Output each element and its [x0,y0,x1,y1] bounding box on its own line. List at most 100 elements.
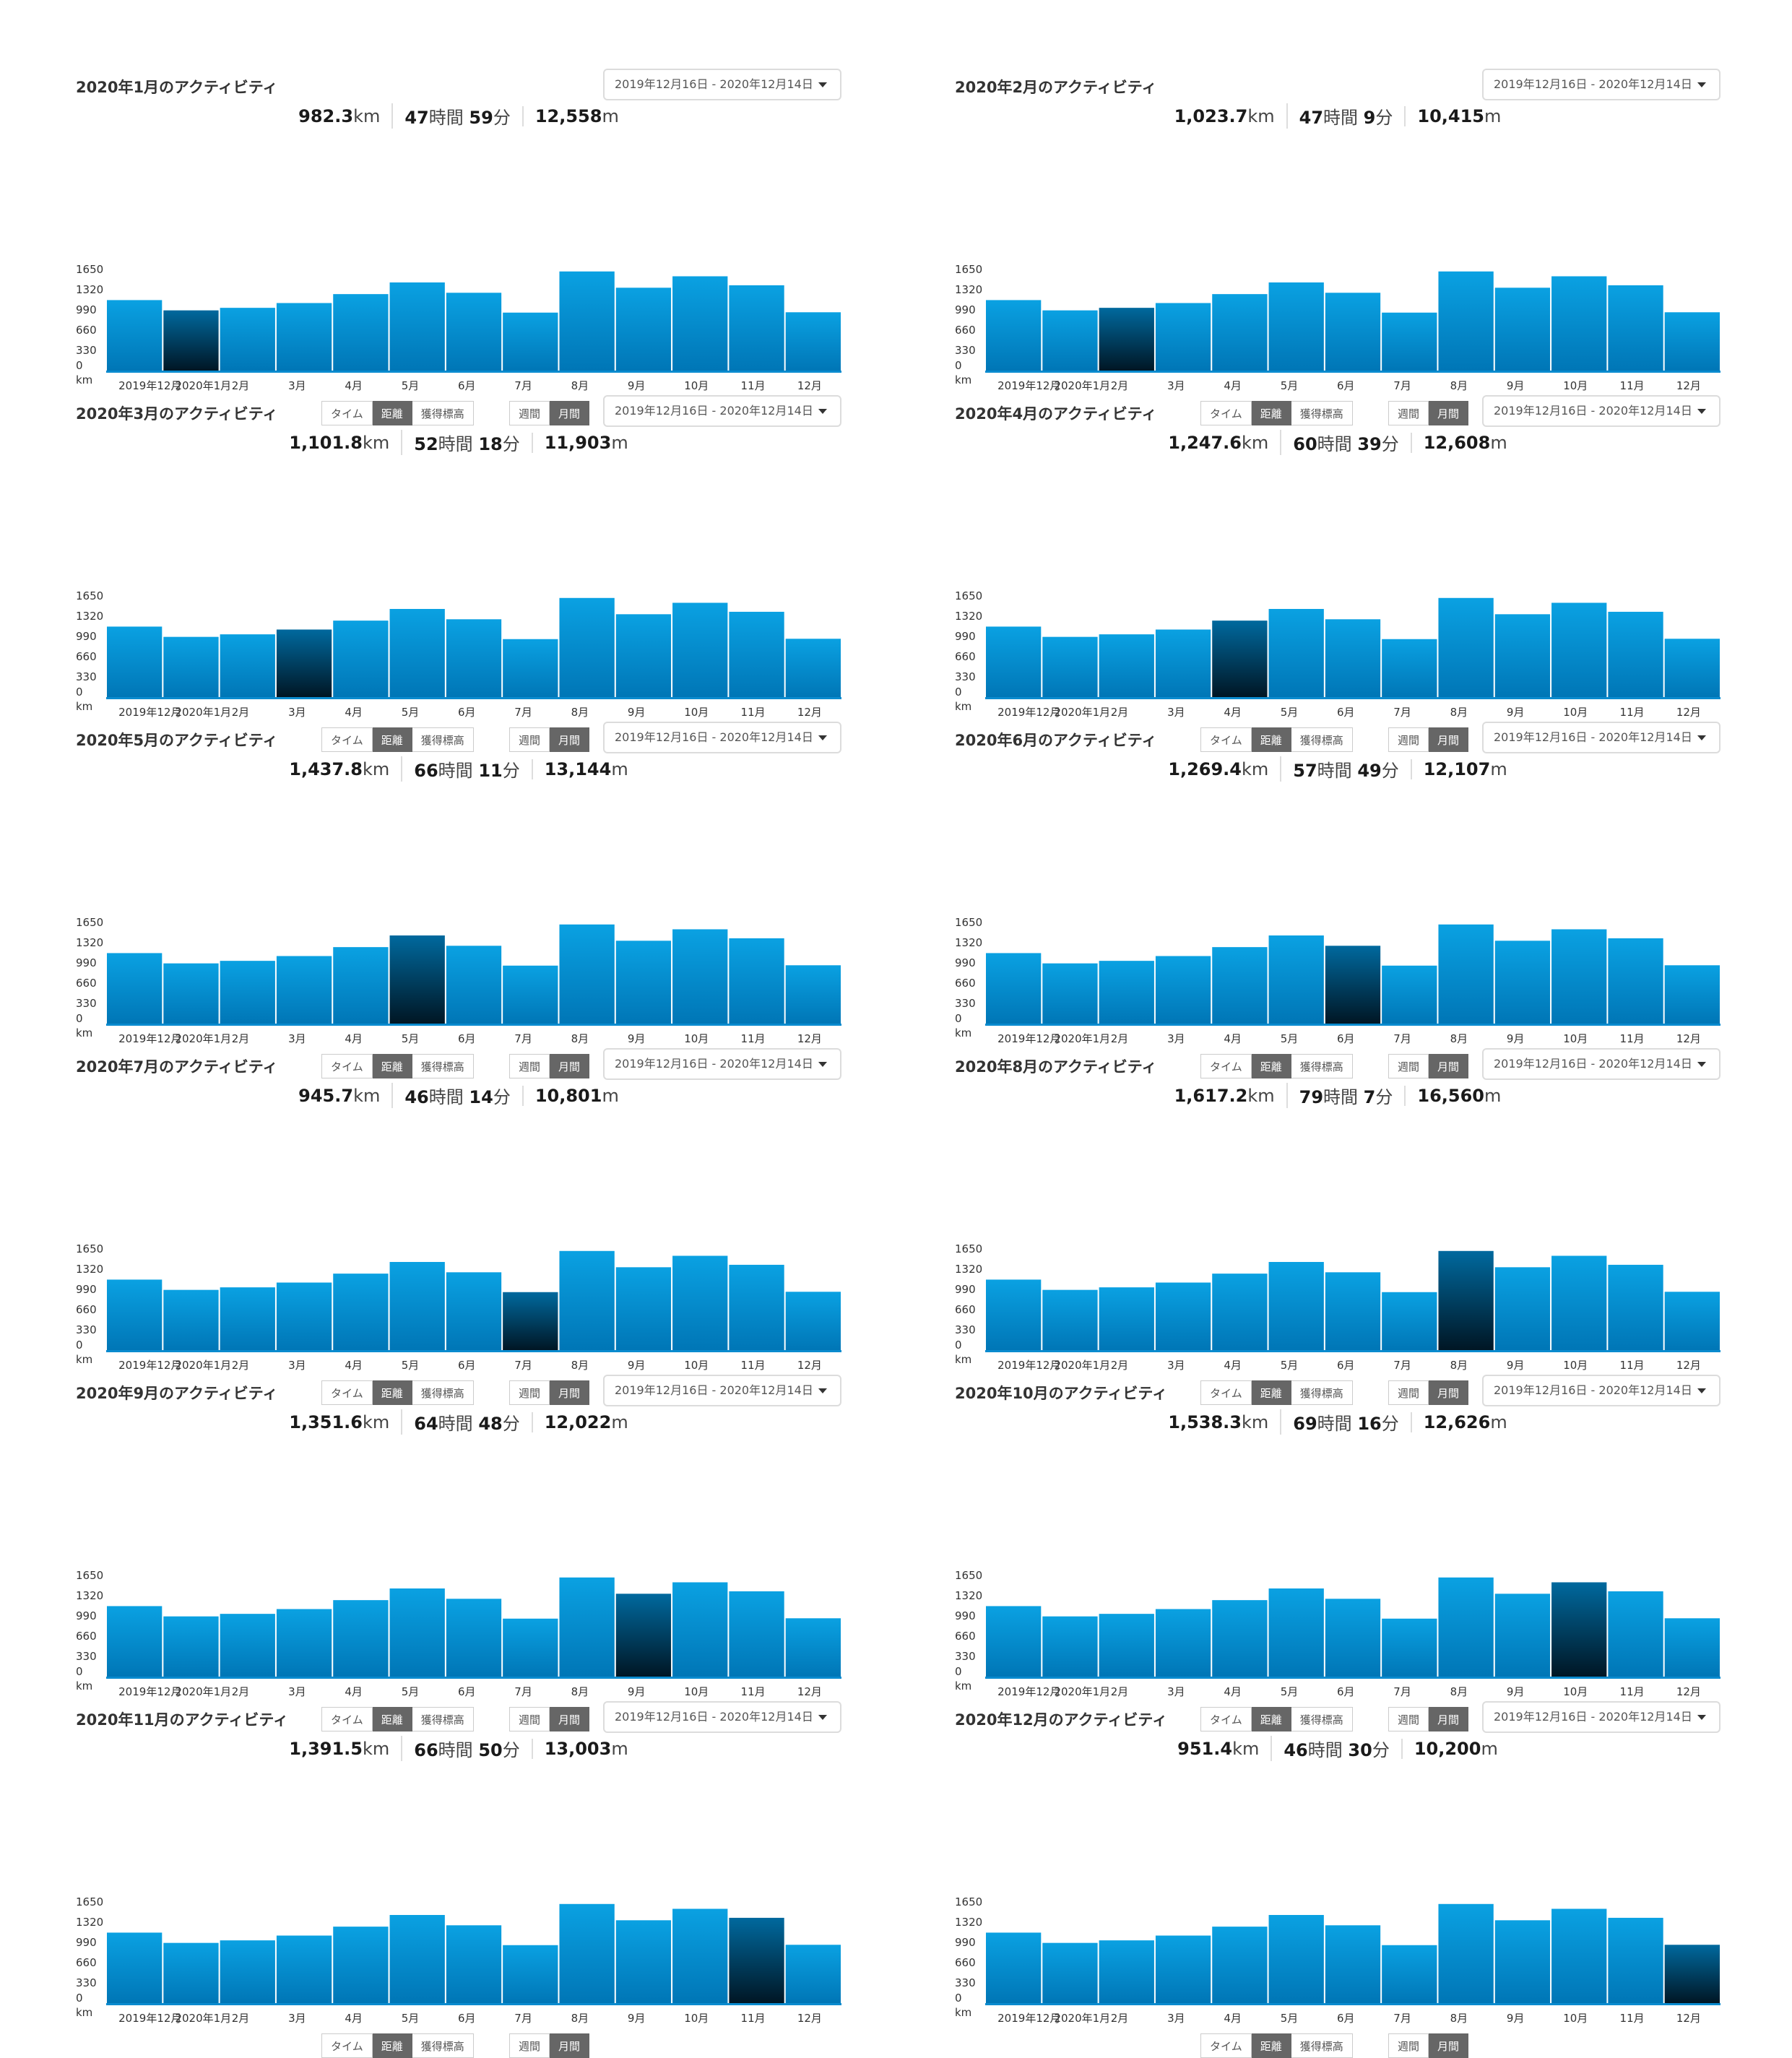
bar[interactable] [1268,609,1324,697]
week-button[interactable]: 週間 [1388,2033,1429,2058]
bar[interactable] [1212,947,1268,1024]
bar[interactable] [333,1274,389,1350]
distance-button[interactable]: 距離 [372,1054,412,1078]
bar[interactable] [1155,629,1211,697]
bar[interactable] [729,611,784,697]
month-button[interactable]: 月間 [1429,2033,1469,2058]
bar[interactable] [220,308,275,371]
bar[interactable] [1155,1935,1211,2003]
bar[interactable] [1608,938,1663,1024]
bar[interactable] [1438,924,1494,1024]
date-range-dropdown[interactable]: 2019年12月16日 - 2020年12月14日 [1482,1701,1720,1733]
bar-selected[interactable] [1551,1582,1607,1677]
bar[interactable] [276,303,332,371]
bar[interactable] [559,1903,615,2003]
time-button[interactable]: タイム [1200,401,1252,425]
bar-selected[interactable] [503,1292,558,1350]
bar[interactable] [986,1279,1042,1350]
bar[interactable] [163,963,219,1024]
bar[interactable] [220,634,275,697]
bar[interactable] [1494,1267,1551,1350]
month-button[interactable]: 月間 [550,1707,590,1731]
date-range-dropdown[interactable]: 2019年12月16日 - 2020年12月14日 [603,395,841,427]
bar[interactable] [1042,310,1098,371]
bar[interactable] [672,1908,728,2003]
bar[interactable] [1494,1594,1551,1677]
week-button[interactable]: 週間 [509,401,550,425]
bar[interactable] [163,636,219,697]
elevation-button[interactable]: 獲得標高 [1291,401,1353,425]
bar[interactable] [1268,1588,1324,1677]
date-range-dropdown[interactable]: 2019年12月16日 - 2020年12月14日 [1482,395,1720,427]
bar-selected[interactable] [1438,1250,1494,1350]
date-range-dropdown[interactable]: 2019年12月16日 - 2020年12月14日 [1482,69,1720,100]
distance-button[interactable]: 距離 [1251,1707,1291,1731]
bar[interactable] [1155,1609,1211,1677]
elevation-button[interactable]: 獲得標高 [412,727,474,752]
distance-button[interactable]: 距離 [372,1380,412,1405]
bar-selected[interactable] [389,935,445,1024]
bar[interactable] [1494,614,1551,697]
bar[interactable] [389,1262,445,1350]
bar[interactable] [1551,602,1607,697]
bar[interactable] [672,602,728,697]
bar[interactable] [276,1609,332,1677]
bar[interactable] [1494,287,1551,371]
elevation-button[interactable]: 獲得標高 [1291,2033,1353,2058]
bar[interactable] [672,1582,728,1677]
bar[interactable] [1042,636,1098,697]
bar[interactable] [1664,965,1720,1024]
bar[interactable] [107,1606,163,1677]
bar[interactable] [1382,1292,1437,1350]
bar[interactable] [1268,1262,1324,1350]
bar[interactable] [1551,929,1607,1024]
week-button[interactable]: 週間 [509,2033,550,2058]
bar[interactable] [672,276,728,371]
bar[interactable] [389,1588,445,1677]
distance-button[interactable]: 距離 [1251,1380,1291,1405]
month-button[interactable]: 月間 [1429,1707,1469,1731]
bar[interactable] [446,1272,502,1350]
bar[interactable] [1664,639,1720,697]
bar[interactable] [1382,1618,1437,1677]
bar[interactable] [503,312,558,371]
bar[interactable] [1438,597,1494,697]
time-button[interactable]: タイム [1200,1054,1252,1078]
distance-button[interactable]: 距離 [1251,1054,1291,1078]
bar[interactable] [986,626,1042,697]
bar[interactable] [729,285,784,371]
elevation-button[interactable]: 獲得標高 [412,2033,474,2058]
bar[interactable] [1664,312,1720,371]
bar[interactable] [1325,1599,1381,1677]
bar[interactable] [1608,611,1663,697]
bar[interactable] [1438,1577,1494,1677]
elevation-button[interactable]: 獲得標高 [412,1380,474,1405]
bar[interactable] [163,1942,219,2003]
bar[interactable] [1494,1920,1551,2003]
bar[interactable] [1325,1925,1381,2003]
week-button[interactable]: 週間 [1388,1707,1429,1731]
bar[interactable] [1099,1287,1154,1350]
bar[interactable] [446,1599,502,1677]
bar[interactable] [1268,282,1324,371]
elevation-button[interactable]: 獲得標高 [412,401,474,425]
bar[interactable] [1325,1272,1381,1350]
bar[interactable] [503,965,558,1024]
bar[interactable] [1212,1274,1268,1350]
bar[interactable] [107,626,163,697]
bar[interactable] [672,1255,728,1350]
elevation-button[interactable]: 獲得標高 [1291,1380,1353,1405]
time-button[interactable]: タイム [321,1054,373,1078]
bar[interactable] [1438,1903,1494,2003]
distance-button[interactable]: 距離 [372,1707,412,1731]
distance-button[interactable]: 距離 [372,2033,412,2058]
bar[interactable] [559,924,615,1024]
bar[interactable] [1438,271,1494,371]
bar[interactable] [986,1606,1042,1677]
bar[interactable] [1099,961,1154,1024]
bar[interactable] [986,1932,1042,2003]
bar[interactable] [1099,1940,1154,2003]
bar[interactable] [1494,941,1551,1024]
bar[interactable] [615,287,672,371]
bar[interactable] [1608,1591,1663,1677]
